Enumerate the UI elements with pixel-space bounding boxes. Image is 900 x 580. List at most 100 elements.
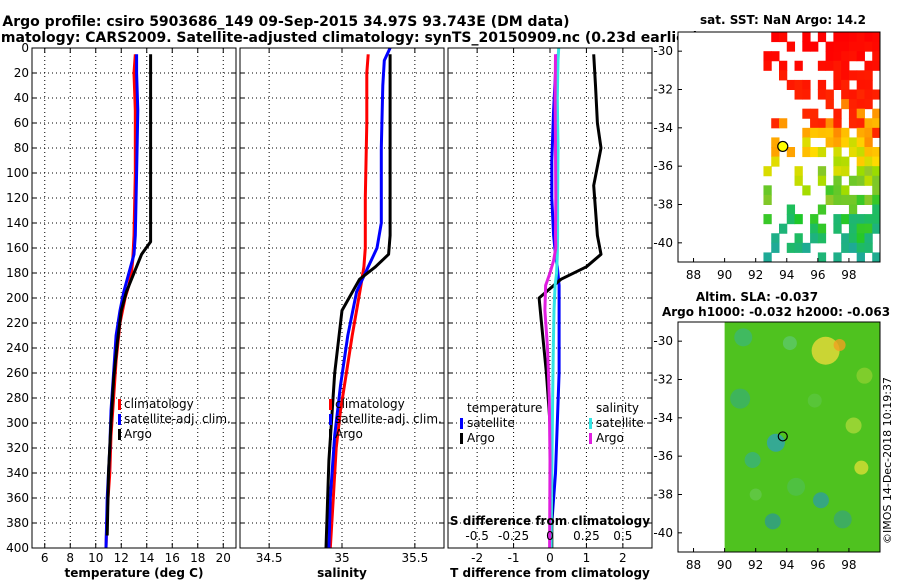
sst-cell [872,185,881,196]
sst-cell [825,118,834,129]
sst-cell [864,137,873,148]
sst-cell [833,156,842,167]
sla-blob [764,513,781,530]
sst-cell [841,99,850,110]
x-axis-label: salinity [317,566,367,580]
map-x-tick-label: 90 [717,558,732,572]
sla-blob [833,339,846,351]
map-x-tick-label: 90 [717,268,732,282]
sst-cell [864,118,873,129]
sst-cell [841,89,850,100]
sst-cell [786,79,796,90]
legend-swatch [589,418,592,429]
sst-cell [794,79,803,90]
x-tick-label: 8 [66,551,74,565]
sst-cell [771,156,780,167]
sst-cell [802,108,811,119]
sst-cell [856,89,865,100]
y-tick-label: 340 [6,466,29,480]
map-x-tick-label: 96 [810,558,825,572]
map-y-tick-label: -36 [653,159,673,173]
map-x-tick-label: 88 [686,558,701,572]
sst-cell [779,118,788,129]
sst-cell [872,147,881,158]
sst-cell [841,127,850,138]
x-tick-label: 35 [334,551,349,565]
y-tick-label: 360 [6,491,29,505]
sst-cell [833,185,842,196]
sla-blob [766,433,785,452]
sst-cell [841,166,850,177]
sst-cell [833,70,842,81]
sst-cell [856,252,865,263]
x-tick-label: 0 [546,551,554,565]
x-axis-label: T difference from climatology [450,566,650,580]
map-x-tick-label: 96 [810,268,825,282]
sst-cell [786,242,796,253]
series-line-salinity-argo [543,54,558,549]
sst-cell [848,108,858,119]
secondary-axis-label: S difference from climatology [450,514,650,528]
argo-position-marker [777,140,789,153]
sst-cell [864,223,873,234]
sst-cell [864,156,873,167]
y-tick-label: 400 [6,541,29,555]
sst-cell [872,51,881,62]
sst-cell [794,214,803,225]
sst-cell [763,194,772,205]
legend-label: satellite-adj. clim. [335,412,442,426]
map-y-tick-label: -30 [653,334,673,348]
sst-cell [833,166,842,177]
sst-cell [817,175,827,186]
map-y-tick-label: -34 [653,121,673,135]
sst-cell [864,175,873,186]
y-tick-label: 260 [6,366,29,380]
x-tick-label: 20 [216,551,231,565]
sst-cell [794,242,803,253]
sst-cell [833,32,842,43]
x-tick-label: 1 [583,551,591,565]
sst-cell [856,242,865,253]
sst-cell [825,137,834,148]
sst-cell [825,185,834,196]
sla-blob [807,393,822,408]
y-tick-label: 100 [6,166,29,180]
sst-cell [864,79,873,90]
sst-cell [864,89,873,100]
sla-blob [811,336,840,365]
y-tick-label: 80 [14,141,29,155]
sst-cell [841,32,850,43]
sla-blob [730,388,751,409]
temperature-panel: 6 8 10 12 14 16 18 2002040608010012014016018020… [6,41,237,580]
sst-cell [856,214,865,225]
y-tick-label: 200 [6,291,29,305]
y-tick-label: 180 [6,266,29,280]
sst-cell [833,175,842,186]
series-line-satellite-adj-clim- [327,47,392,549]
map-x-tick-label: 94 [779,268,794,282]
sst-cell [833,108,842,119]
sst-cell [802,41,811,52]
series-line-argo [105,54,153,536]
sst-cell [872,166,881,177]
sst-cell [848,204,858,215]
x-tick-label: 12 [114,551,129,565]
sst-cell [848,194,858,205]
sst-cell [833,194,842,205]
sst-cell [779,32,788,43]
map-y-tick-label: -38 [653,488,673,502]
sst-cell [817,32,827,43]
legend-swatch [118,429,121,440]
sst-cell [856,233,865,244]
sst-cell [779,60,788,71]
sst-cell [825,41,834,52]
y-tick-label: 220 [6,316,29,330]
sst-cell [841,233,850,244]
sst-cell [872,252,881,263]
map-y-tick-label: -34 [653,411,673,425]
sla-blob [749,488,762,501]
sst-cell [817,166,827,177]
sst-cell [848,223,858,234]
sst-cell [802,185,811,196]
y-tick-label: 240 [6,341,29,355]
